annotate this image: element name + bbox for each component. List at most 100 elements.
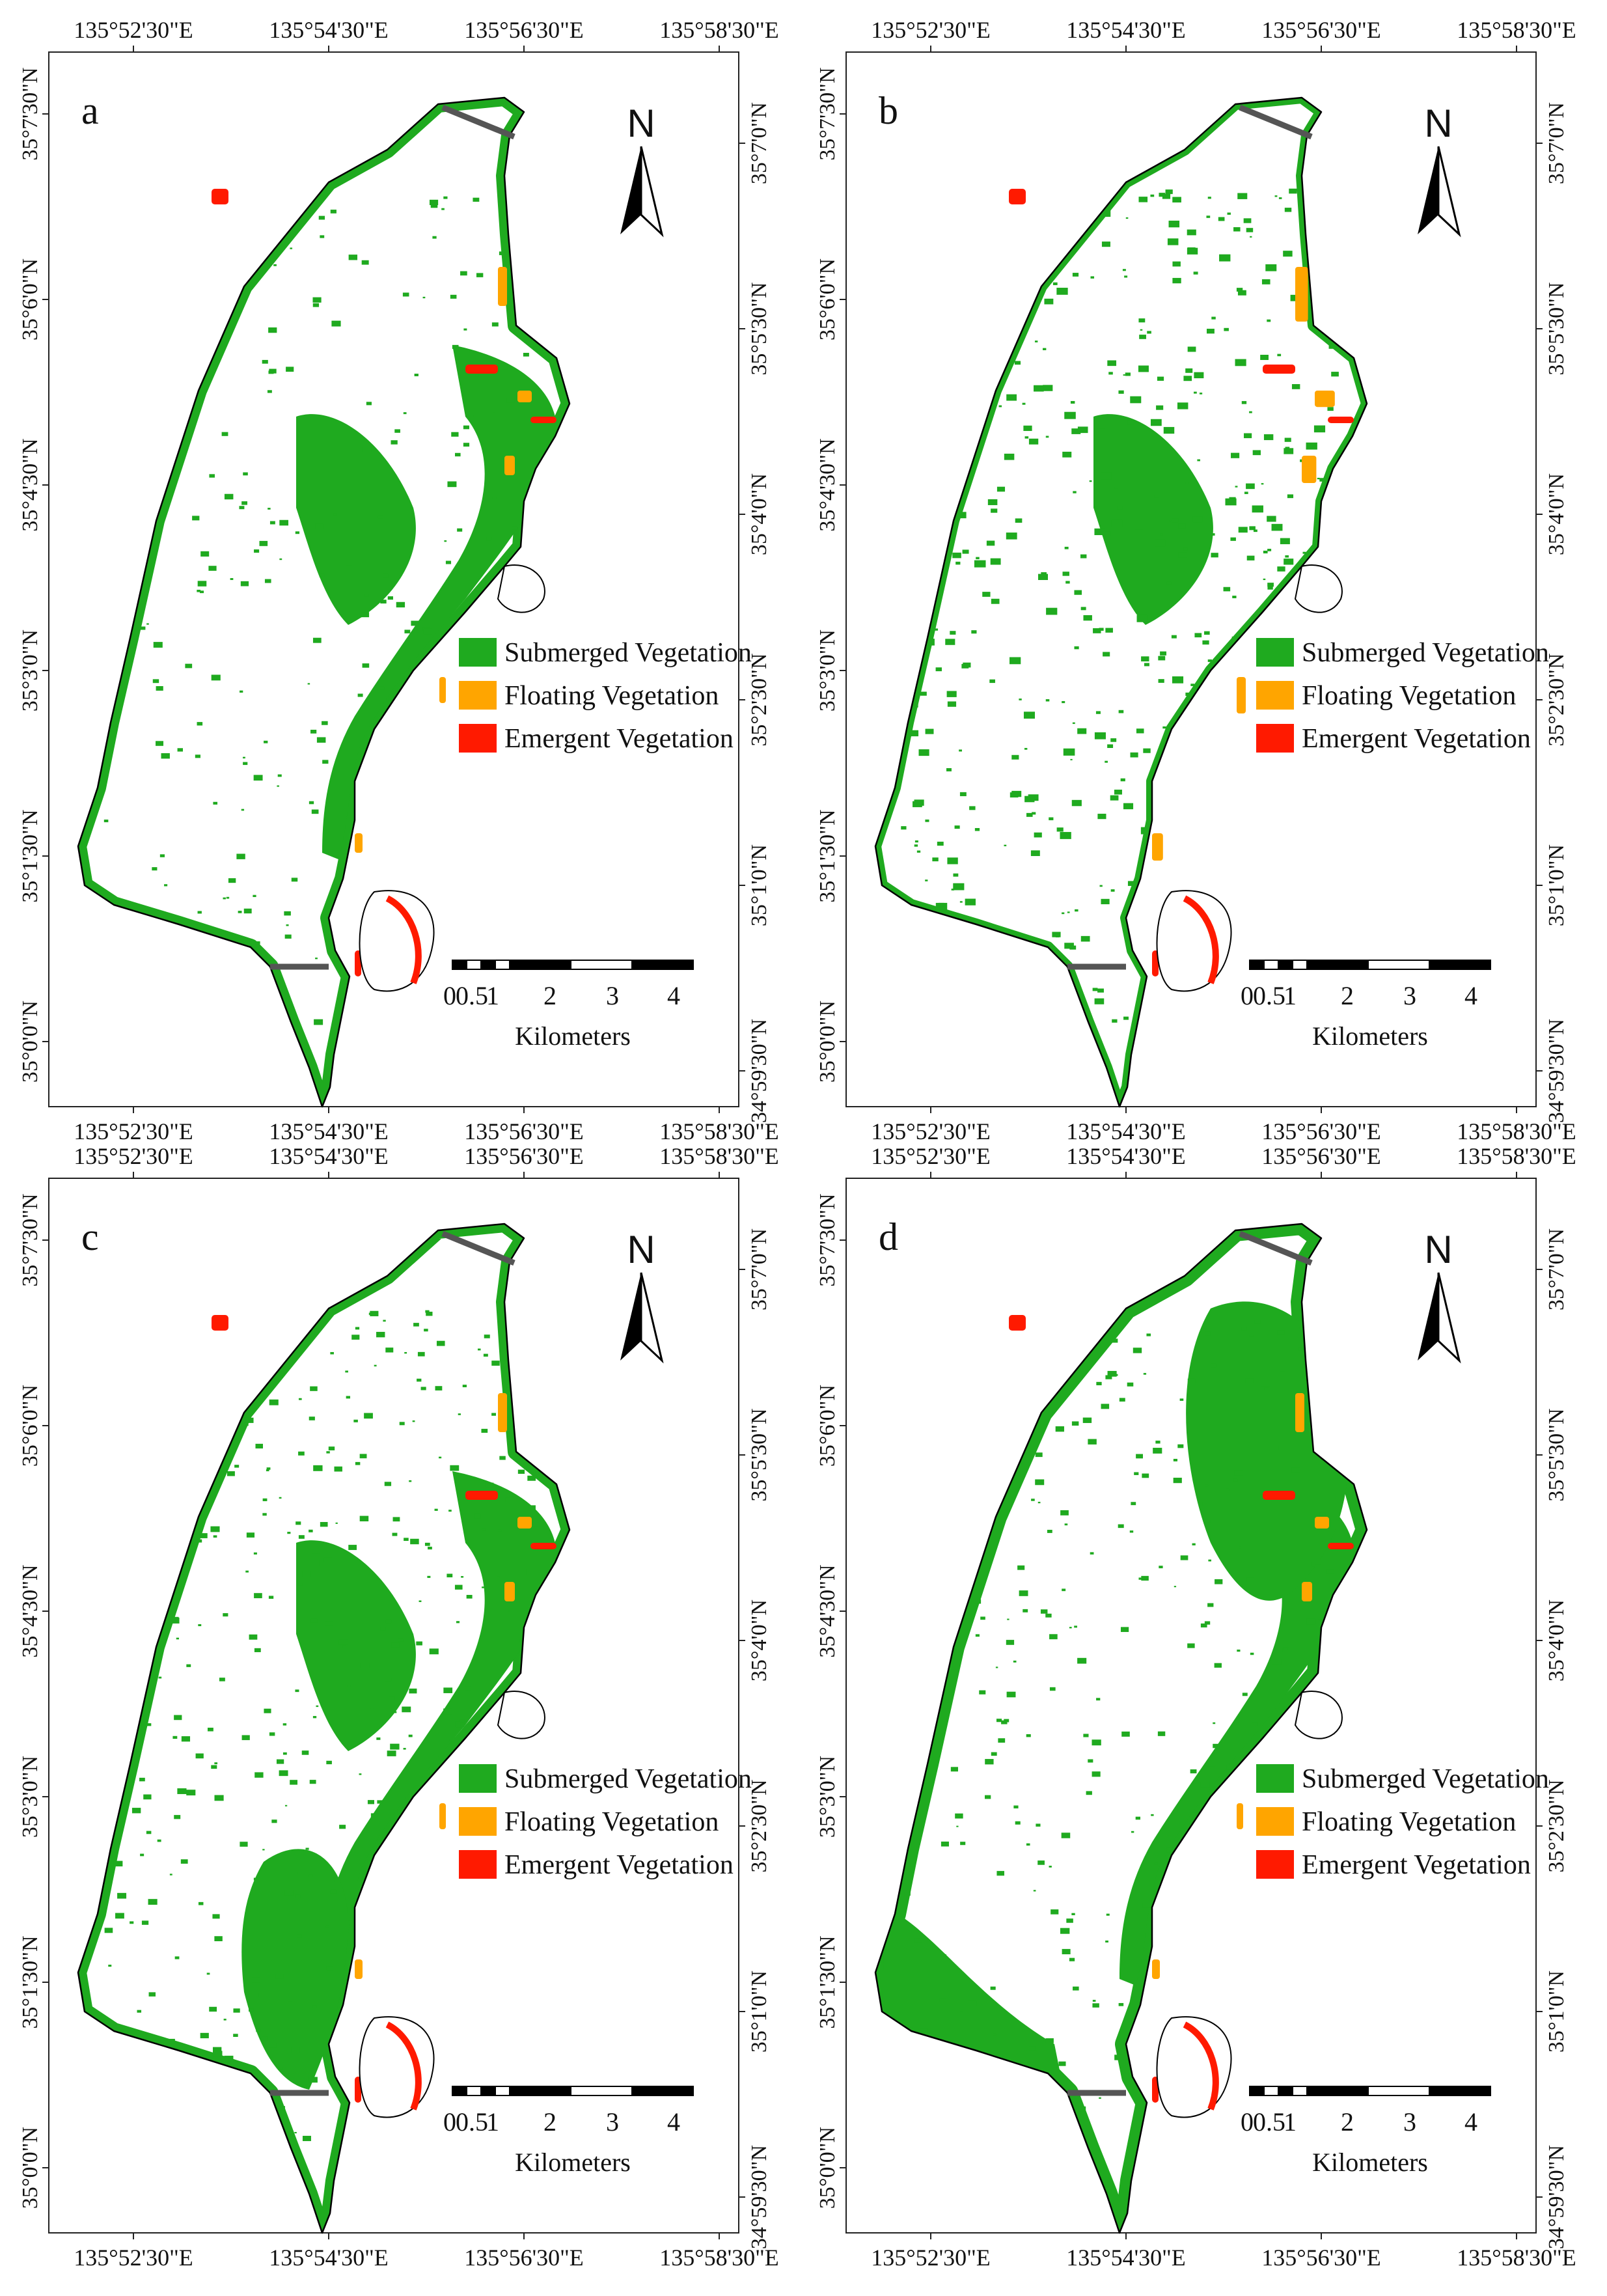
left-latitude-label: 35°6'0"N	[816, 258, 840, 340]
northern-boundary-line	[1239, 1230, 1313, 1266]
right-latitude-label: 34°59'30"N	[747, 1019, 771, 1123]
submerged-patch	[296, 414, 416, 625]
right-latitude-label: 35°4'0"N	[1545, 473, 1569, 555]
right-latitude-label: 35°7'0"N	[1545, 1228, 1569, 1310]
left-latitude-label: 35°7'30"N	[18, 67, 42, 160]
bottom-longitude-label: 135°54'30"E	[1066, 2245, 1186, 2271]
left-latitude-label: 35°4'30"N	[18, 1564, 42, 1657]
right-latitude-label: 35°7'0"N	[1545, 102, 1569, 184]
north-arrow-label: N	[627, 102, 655, 145]
legend: Submerged Vegetation Floating Vegetation E…	[459, 638, 752, 754]
left-latitude-label: 35°3'0"N	[816, 629, 840, 712]
legend-label: Submerged Vegetation	[1302, 638, 1549, 668]
legend-label: Submerged Vegetation	[504, 638, 752, 668]
legend-swatch	[1256, 1764, 1294, 1793]
bottom-longitude-label: 135°52'30"E	[871, 1118, 991, 1144]
north-arrow-label: N	[627, 1228, 655, 1271]
legend: Submerged Vegetation Floating Vegetation E…	[1256, 1764, 1549, 1880]
bottom-longitude-label: 135°52'30"E	[74, 1118, 193, 1144]
scale-bar-tick-label: 0.5	[1253, 981, 1285, 1010]
left-latitude-label: 35°1'30"N	[18, 809, 42, 902]
north-arrow-icon: N	[620, 102, 664, 238]
legend: Submerged Vegetation Floating Vegetation E…	[1256, 638, 1549, 754]
right-latitude-label: 35°4'0"N	[747, 1599, 771, 1681]
panel-label: a	[81, 89, 99, 132]
right-latitude-label: 35°2'30"N	[747, 653, 771, 746]
left-latitude-label: 35°4'30"N	[816, 1564, 840, 1657]
right-latitude-label: 35°2'30"N	[1545, 1779, 1569, 1872]
scale-bar-tick-label: 0	[443, 981, 456, 1010]
top-longitude-label: 135°54'30"E	[269, 17, 389, 43]
left-latitude-label: 35°4'30"N	[816, 438, 840, 531]
right-latitude-label: 35°4'0"N	[747, 473, 771, 555]
right-latitude-label: 35°1'0"N	[747, 844, 771, 926]
submerged-patch	[296, 1540, 416, 1751]
left-latitude-label: 35°3'0"N	[816, 1756, 840, 1838]
scale-bar-tick-label: 1	[1284, 981, 1297, 1010]
scale-bar-tick-label: 0.5	[456, 981, 488, 1010]
scale-bar: 0 0.51 2 3 4 Kilometers	[1241, 2086, 1491, 2177]
top-longitude-label: 135°52'30"E	[871, 1143, 991, 1169]
inlet-outline	[497, 564, 545, 613]
scale-bar: 0 0.51 2 3 4 Kilometers	[443, 960, 694, 1051]
legend-label: Emergent Vegetation	[504, 724, 734, 754]
top-longitude-label: 135°56'30"E	[1261, 17, 1381, 43]
bottom-longitude-label: 135°56'30"E	[464, 2245, 584, 2271]
map-panel-d: 135°52'30"E 135°54'30"E 135°56'30"E 135°58'…	[816, 1143, 1576, 2271]
legend-swatch	[459, 724, 497, 753]
floating-vegetation-patches	[1152, 1393, 1329, 1979]
lake-outline	[874, 96, 1368, 1108]
emergent-inlet-fringe	[385, 2021, 422, 2110]
legend-label: Emergent Vegetation	[504, 1850, 734, 1880]
top-longitude-label: 135°52'30"E	[871, 17, 991, 43]
top-longitude-label: 135°54'30"E	[269, 1143, 389, 1169]
right-latitude-label: 35°7'0"N	[747, 1228, 771, 1310]
right-latitude-label: 35°7'0"N	[747, 102, 771, 184]
map-panel-c: 135°52'30"E 135°54'30"E 135°56'30"E 135°58'…	[18, 1143, 779, 2271]
lake-water	[875, 98, 1367, 1107]
submerged-patch	[1119, 1471, 1354, 1985]
scale-bar-unit: Kilometers	[1312, 1021, 1428, 1051]
legend-swatch	[459, 681, 497, 710]
bottom-longitude-label: 135°56'30"E	[1261, 2245, 1381, 2271]
submerged-patch	[322, 345, 557, 859]
emergent-inlet-fringe	[1183, 2021, 1219, 2110]
left-latitude-label: 35°6'0"N	[816, 1385, 840, 1467]
left-latitude-label: 35°4'30"N	[18, 438, 42, 531]
top-longitude-label: 135°54'30"E	[1066, 1143, 1186, 1169]
bottom-longitude-label: 135°54'30"E	[269, 1118, 389, 1144]
scale-bar-unit: Kilometers	[515, 1021, 631, 1051]
panel-label: c	[81, 1215, 99, 1258]
legend-label: Floating Vegetation	[504, 681, 719, 711]
inlet-outline	[1294, 564, 1343, 613]
right-latitude-label: 35°5'30"N	[747, 282, 771, 375]
legend-swatch	[459, 1764, 497, 1793]
emergent-inlet-fringe	[1183, 895, 1219, 984]
legend-label: Submerged Vegetation	[504, 1764, 752, 1794]
scale-bar: 0 0.51 2 3 4 Kilometers	[1241, 960, 1491, 1051]
top-longitude-label: 135°58'30"E	[659, 1143, 779, 1169]
scale-bar-tick-label: 0.5	[456, 2107, 488, 2137]
scale-bar-unit: Kilometers	[515, 2148, 631, 2177]
bottom-longitude-label: 135°58'30"E	[1457, 2245, 1576, 2271]
lake-outline	[77, 1223, 571, 2234]
right-latitude-label: 35°1'0"N	[747, 1971, 771, 2053]
top-longitude-label: 135°52'30"E	[74, 1143, 193, 1169]
scale-bar-tick-label: 4	[667, 981, 680, 1010]
right-latitude-label: 35°1'0"N	[1545, 844, 1569, 926]
legend-swatch	[1256, 681, 1294, 710]
scale-bar-tick-label: 3	[606, 2107, 619, 2137]
inlet-outline	[497, 1691, 545, 1739]
floating-vegetation-patches	[355, 267, 532, 853]
submerged-patch	[882, 1907, 1061, 2077]
submerged-patch	[241, 1849, 348, 2090]
legend-label: Floating Vegetation	[1302, 1807, 1516, 1837]
panel-label: b	[879, 89, 898, 132]
floating-vegetation-patches	[1152, 267, 1335, 861]
legend-swatch	[1256, 1850, 1294, 1879]
left-latitude-label: 35°0'0"N	[816, 1001, 840, 1083]
bottom-longitude-label: 135°56'30"E	[464, 1118, 584, 1144]
legend-label: Floating Vegetation	[1302, 681, 1516, 711]
emergent-inlet-fringe	[385, 895, 422, 984]
